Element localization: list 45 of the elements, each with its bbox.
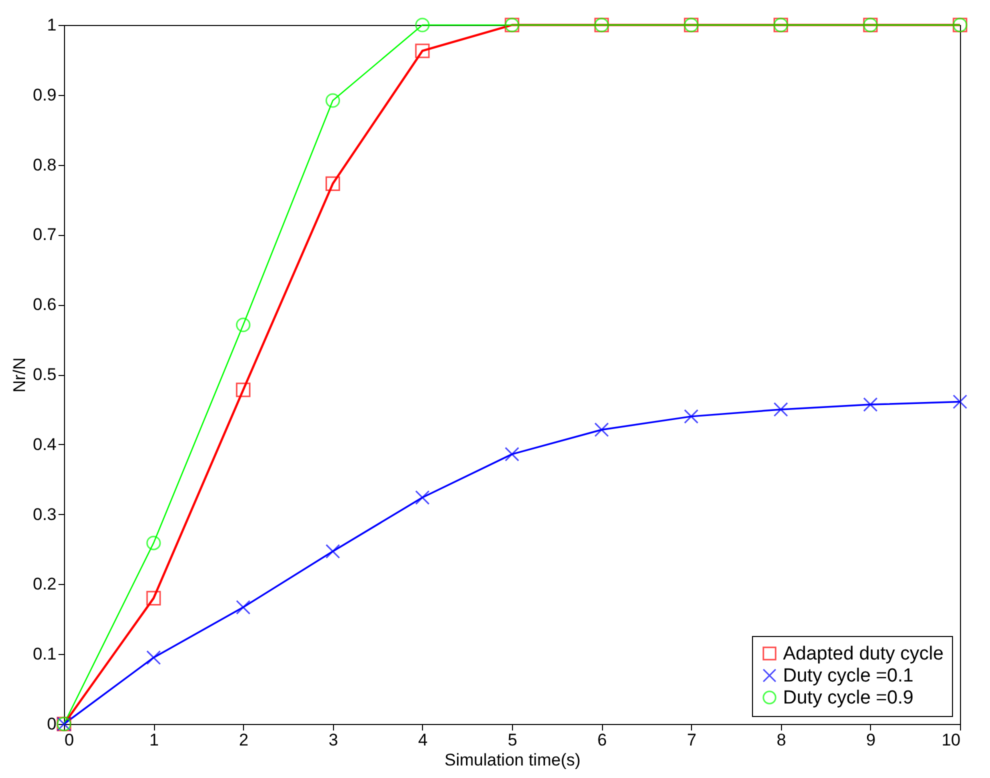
point <box>594 422 609 437</box>
x-tick-label: 6 <box>597 730 607 750</box>
x-tick-label: 3 <box>328 730 338 750</box>
point <box>236 382 250 398</box>
y-tick-label: 0.8 <box>32 155 56 174</box>
y-tick-label: 0.7 <box>32 225 56 244</box>
x-tick-label: 7 <box>686 730 696 750</box>
y-tick-label: 0.3 <box>32 504 56 524</box>
x-tick-label: 8 <box>776 730 786 750</box>
point <box>504 446 520 462</box>
x-tick-label: 10 <box>942 730 960 750</box>
point <box>146 650 161 665</box>
x-tick-label: 1 <box>149 730 159 750</box>
x-axis-title: Simulation time(s) <box>444 750 581 770</box>
point <box>863 397 878 412</box>
point <box>146 590 161 606</box>
point <box>326 93 340 108</box>
x-tick-label: 9 <box>866 730 876 750</box>
point <box>236 600 250 615</box>
y-tick-label: 0.6 <box>32 295 56 314</box>
point <box>326 544 340 559</box>
y-tick-label: 0 <box>47 714 56 734</box>
point <box>684 409 698 424</box>
point <box>415 18 430 32</box>
point <box>952 394 968 410</box>
y-tick-label: 0.9 <box>32 85 56 104</box>
y-tick-label: 1 <box>47 16 56 34</box>
point <box>236 318 250 332</box>
y-tick-label: 0.1 <box>32 644 56 664</box>
x-tick-label: 4 <box>418 730 428 750</box>
y-tick-label: 0.4 <box>32 434 56 454</box>
point <box>774 402 788 417</box>
x-tick-label: 0 <box>64 730 74 750</box>
x-tick-label: 5 <box>508 730 518 750</box>
point <box>415 44 430 58</box>
y-tick-label: 0.5 <box>32 365 56 384</box>
point <box>326 176 340 191</box>
legend-label: Duty cycle =0.1 <box>783 666 914 686</box>
point <box>415 490 430 505</box>
y-axis-title: Nr/N <box>10 358 29 392</box>
y-tick-label: 0.2 <box>32 574 56 594</box>
point <box>146 536 161 550</box>
legend-label: Adapted duty cycle <box>783 644 944 664</box>
x-tick-label: 2 <box>238 730 248 750</box>
legend-label: Duty cycle =0.9 <box>783 688 914 708</box>
